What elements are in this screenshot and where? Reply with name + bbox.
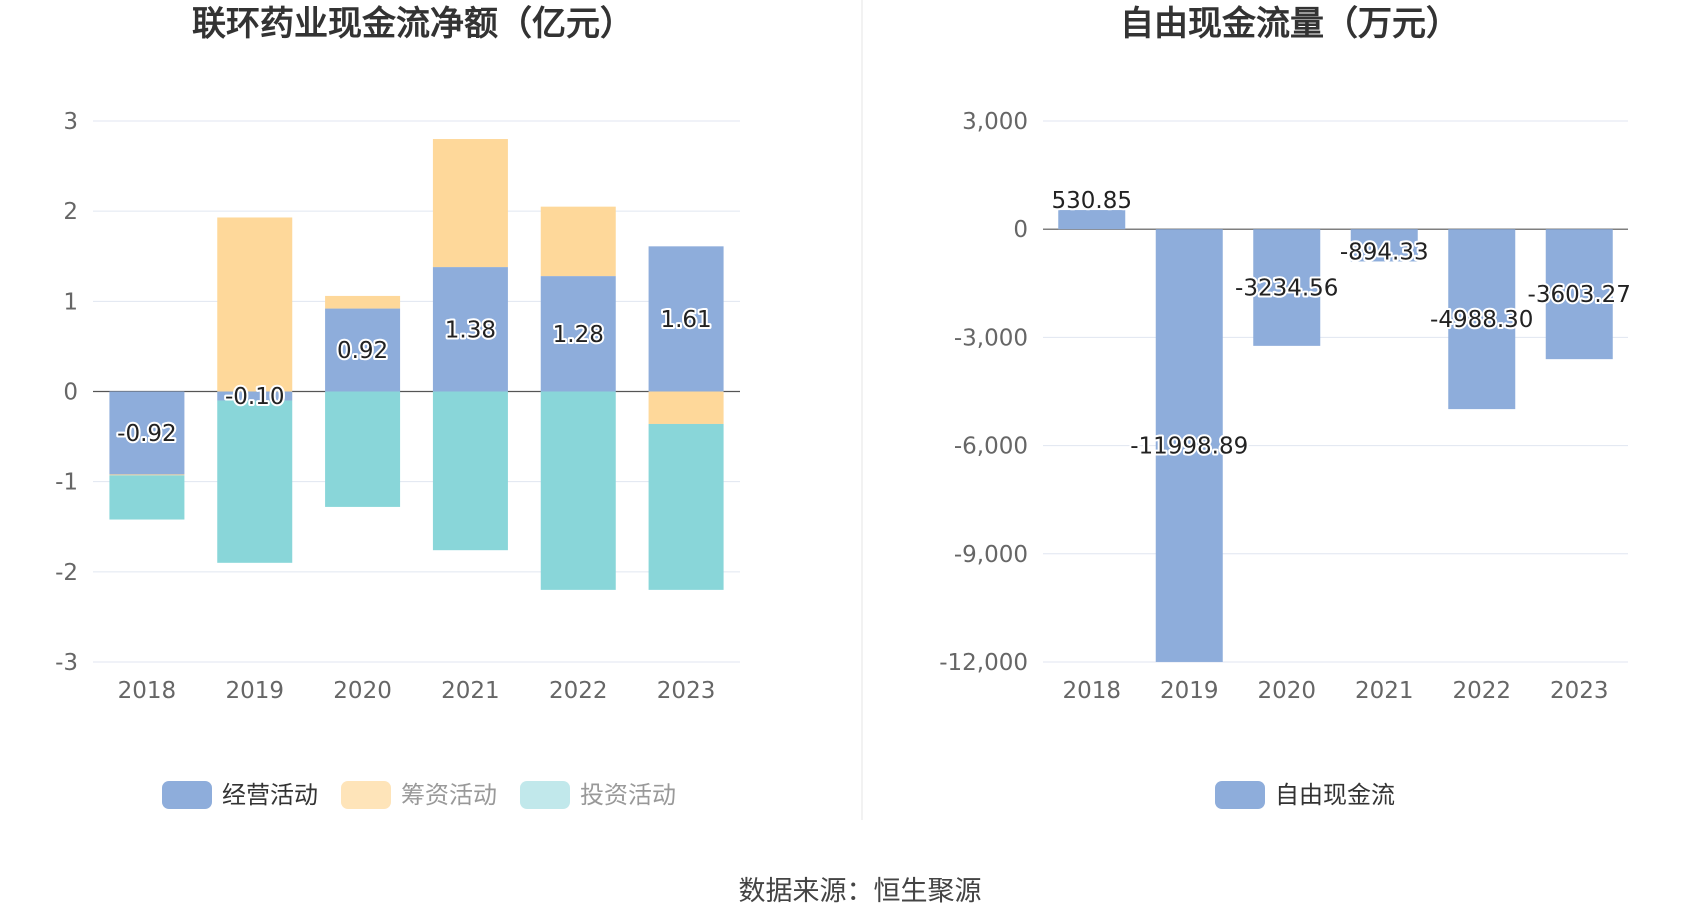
- operating-data-label: 1.38: [445, 317, 496, 343]
- operating-data-label: 1.61: [660, 307, 711, 333]
- bar-operating[interactable]: [540, 276, 616, 392]
- free-cashflow-data-label: -894.33: [1340, 239, 1429, 265]
- bar-investing[interactable]: [325, 391, 401, 507]
- x-tick-label: 2019: [225, 678, 284, 704]
- y-tick-label: -3: [55, 650, 78, 676]
- x-tick-label: 2018: [1062, 678, 1121, 704]
- cashflow-bars: [109, 139, 724, 590]
- free-cashflow-legend[interactable]: 自由现金流: [1215, 781, 1395, 809]
- legend-swatch: [1215, 781, 1265, 809]
- free-cashflow-data-label: -3234.56: [1235, 276, 1338, 302]
- cashflow-grid: 3 2 1 0 -1 -2 -3: [55, 109, 740, 676]
- bar-operating[interactable]: [648, 246, 724, 392]
- y-tick-label: 0: [1013, 217, 1028, 243]
- bar-free-cashflow[interactable]: [1155, 229, 1223, 662]
- free-cashflow-data-label: -3603.27: [1528, 282, 1631, 308]
- x-tick-label: 2020: [1257, 678, 1316, 704]
- legend-swatch: [520, 781, 570, 809]
- legend-label: 自由现金流: [1275, 781, 1395, 809]
- free-cashflow-data-label: 530.85: [1052, 188, 1132, 214]
- bar-operating[interactable]: [432, 267, 508, 392]
- legend-item[interactable]: 经营活动: [162, 781, 318, 809]
- y-tick-label: 0: [63, 380, 78, 406]
- legend-item[interactable]: 投资活动: [520, 781, 676, 809]
- x-tick-label: 2023: [657, 678, 716, 704]
- y-tick-label: -12,000: [939, 650, 1028, 676]
- cashflow-data-labels: -0.92 -0.10 0.92 1.38 1.28 1.61: [115, 305, 714, 449]
- legend-label: 投资活动: [580, 781, 676, 809]
- y-tick-label: -6,000: [954, 434, 1028, 460]
- bar-financing[interactable]: [540, 206, 616, 277]
- bar-investing[interactable]: [109, 475, 185, 520]
- free-cashflow-data-label: -11998.89: [1130, 434, 1248, 460]
- data-source: 数据来源：恒生聚源: [739, 876, 982, 907]
- y-tick-label: -2: [55, 560, 78, 586]
- free-cashflow-x-ticks: 2018 2019 2020 2021 2022 2023: [1062, 678, 1608, 704]
- y-tick-label: -3,000: [954, 325, 1028, 351]
- bar-operating[interactable]: [217, 391, 293, 401]
- bar-financing[interactable]: [217, 217, 293, 392]
- cashflow-chart-title: 联环药业现金流净额（亿元）: [192, 4, 634, 44]
- operating-data-label: -0.92: [117, 421, 177, 447]
- bar-free-cashflow[interactable]: [1545, 229, 1613, 360]
- bar-free-cashflow[interactable]: [1058, 210, 1126, 230]
- y-tick-label: -1: [55, 470, 78, 496]
- legend-label: 经营活动: [222, 781, 318, 809]
- x-tick-label: 2022: [549, 678, 608, 704]
- bar-financing[interactable]: [109, 474, 185, 476]
- operating-data-label: 1.28: [553, 322, 604, 348]
- bar-financing[interactable]: [325, 295, 401, 309]
- bar-investing[interactable]: [648, 423, 724, 590]
- y-tick-label: 3,000: [962, 109, 1028, 135]
- x-tick-label: 2018: [118, 678, 177, 704]
- bar-operating[interactable]: [109, 391, 185, 475]
- cashflow-x-ticks: 2018 2019 2020 2021 2022 2023: [118, 678, 716, 704]
- bar-investing[interactable]: [540, 391, 616, 590]
- free-cashflow-bars: [1058, 210, 1613, 662]
- legend-item[interactable]: 自由现金流: [1215, 781, 1395, 809]
- x-tick-label: 2020: [333, 678, 392, 704]
- legend-swatch: [162, 781, 212, 809]
- x-tick-label: 2023: [1550, 678, 1609, 704]
- y-tick-label: -9,000: [954, 542, 1028, 568]
- legend-label: 筹资活动: [401, 781, 497, 809]
- free-cashflow-chart: 自由现金流量（万元） 3,000 0 -3,000 -6,000 -9,000 -12,0…: [939, 4, 1633, 809]
- operating-data-label: 0.92: [337, 338, 388, 364]
- y-tick-label: 1: [63, 289, 78, 315]
- bar-free-cashflow[interactable]: [1253, 229, 1321, 346]
- bar-investing[interactable]: [432, 391, 508, 551]
- x-tick-label: 2019: [1160, 678, 1219, 704]
- x-tick-label: 2022: [1452, 678, 1511, 704]
- free-cashflow-chart-title: 自由现金流量（万元）: [1120, 4, 1460, 44]
- bar-financing[interactable]: [648, 391, 724, 424]
- y-tick-label: 2: [63, 199, 78, 225]
- y-tick-label: 3: [63, 109, 78, 135]
- free-cashflow-data-labels: 530.85 -11998.89 -3234.56-894.33 -4988.30-3…: [1050, 186, 1633, 462]
- cashflow-chart: 联环药业现金流净额（亿元） 3 2 1 0 -1 -2 -3 -0.92 -0.10 0.92 1…: [55, 4, 740, 809]
- bar-operating[interactable]: [325, 308, 401, 392]
- free-cashflow-grid: 3,000 0 -3,000 -6,000 -9,000 -12,000: [939, 109, 1628, 676]
- free-cashflow-data-label: -4988.30: [1430, 307, 1533, 333]
- x-tick-label: 2021: [441, 678, 500, 704]
- x-tick-label: 2021: [1355, 678, 1414, 704]
- legend-swatch: [341, 781, 391, 809]
- operating-data-label: -0.10: [225, 384, 285, 410]
- bar-investing[interactable]: [217, 400, 293, 563]
- bar-free-cashflow[interactable]: [1448, 229, 1516, 410]
- cashflow-legend[interactable]: 经营活动 筹资活动 投资活动: [162, 781, 676, 809]
- bar-free-cashflow[interactable]: [1350, 229, 1418, 262]
- bar-financing[interactable]: [432, 139, 508, 268]
- legend-item[interactable]: 筹资活动: [341, 781, 497, 809]
